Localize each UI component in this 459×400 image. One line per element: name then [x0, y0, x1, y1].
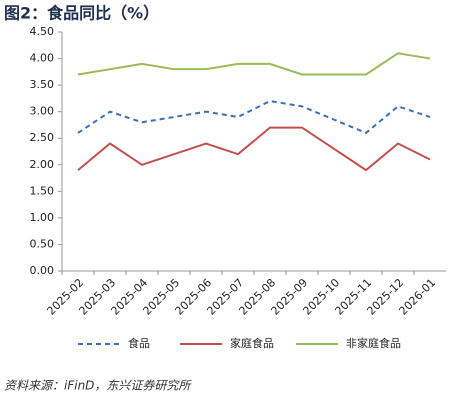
- legend-label: 家庭食品: [230, 336, 274, 350]
- legend-label: 食品: [128, 336, 150, 350]
- line-series: [77, 52, 431, 76]
- y-tick-label: 2.00: [30, 158, 55, 171]
- y-tick-label: 2.50: [30, 131, 55, 144]
- y-tick-label: 4.50: [30, 25, 55, 38]
- y-tick-label: 0.00: [30, 264, 55, 277]
- legend-label: 非家庭食品: [346, 336, 401, 350]
- y-tick-label: 1.50: [30, 184, 55, 197]
- y-tick-label: 3.50: [30, 78, 55, 91]
- y-tick-label: 0.50: [30, 237, 55, 250]
- y-tick-label: 1.00: [30, 211, 55, 224]
- source-note: 资料来源：iFinD，东兴证券研究所: [4, 379, 192, 393]
- line-series: [77, 100, 431, 135]
- y-tick-label: 3.00: [30, 105, 55, 118]
- y-tick-label: 4.00: [30, 52, 55, 65]
- chart-title: 图2：食品同比（%）: [4, 4, 159, 23]
- line-series: [77, 126, 431, 172]
